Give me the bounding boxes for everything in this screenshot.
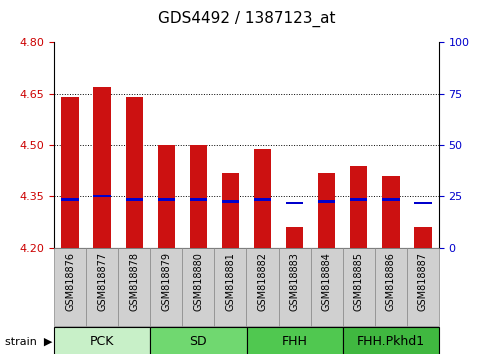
Text: GSM818886: GSM818886 xyxy=(386,252,396,310)
Bar xyxy=(54,327,150,354)
Bar xyxy=(254,149,271,248)
Bar xyxy=(407,248,439,326)
Text: GSM818884: GSM818884 xyxy=(321,252,332,310)
Text: GSM818885: GSM818885 xyxy=(353,252,364,311)
Bar xyxy=(182,248,214,326)
Bar xyxy=(279,248,311,326)
Text: GSM818879: GSM818879 xyxy=(161,252,172,311)
Bar xyxy=(222,200,239,202)
Text: GSM818877: GSM818877 xyxy=(97,252,107,311)
Bar xyxy=(150,327,246,354)
Text: GSM818878: GSM818878 xyxy=(129,252,140,311)
Bar xyxy=(126,198,143,201)
Text: PCK: PCK xyxy=(90,335,114,348)
Bar xyxy=(246,248,279,326)
Bar xyxy=(126,97,143,248)
Text: GSM818882: GSM818882 xyxy=(257,252,268,311)
Bar xyxy=(158,145,175,248)
Bar xyxy=(54,248,86,326)
Text: GSM818880: GSM818880 xyxy=(193,252,204,310)
Bar xyxy=(382,176,399,248)
Bar xyxy=(343,248,375,326)
Bar xyxy=(190,198,207,201)
Text: FHH: FHH xyxy=(282,335,308,348)
Bar xyxy=(286,202,303,204)
Bar xyxy=(350,166,367,248)
Bar xyxy=(190,145,207,248)
Bar xyxy=(246,327,343,354)
Bar xyxy=(318,200,335,202)
Bar xyxy=(382,198,399,201)
Bar xyxy=(414,202,431,204)
Bar xyxy=(214,248,246,326)
Text: GSM818876: GSM818876 xyxy=(65,252,75,311)
Bar xyxy=(158,198,175,201)
Bar xyxy=(375,248,407,326)
Text: strain  ▶: strain ▶ xyxy=(5,337,52,347)
Text: GSM818883: GSM818883 xyxy=(289,252,300,310)
Text: GSM818887: GSM818887 xyxy=(418,252,428,311)
Text: SD: SD xyxy=(190,335,207,348)
Bar xyxy=(350,198,367,201)
Bar xyxy=(62,97,79,248)
Bar xyxy=(94,87,111,248)
Bar xyxy=(94,195,111,197)
Bar xyxy=(414,227,431,248)
Bar xyxy=(118,248,150,326)
Text: GSM818881: GSM818881 xyxy=(225,252,236,310)
Bar xyxy=(343,327,439,354)
Text: GDS4492 / 1387123_at: GDS4492 / 1387123_at xyxy=(158,11,335,27)
Bar xyxy=(311,248,343,326)
Text: FHH.Pkhd1: FHH.Pkhd1 xyxy=(356,335,425,348)
Bar xyxy=(286,227,303,248)
Bar xyxy=(150,248,182,326)
Bar xyxy=(318,172,335,248)
Bar xyxy=(254,198,271,201)
Bar xyxy=(62,198,79,201)
Bar xyxy=(86,248,118,326)
Bar xyxy=(222,172,239,248)
